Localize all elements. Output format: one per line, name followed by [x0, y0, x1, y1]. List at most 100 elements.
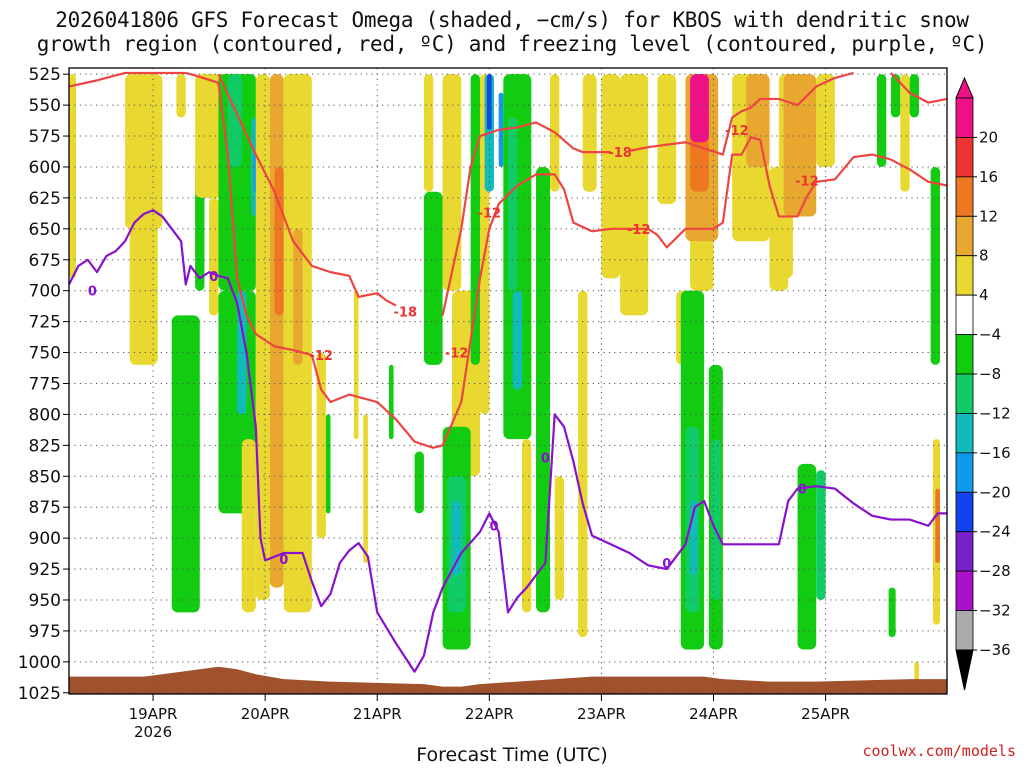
omega-cell	[536, 166, 551, 613]
plot-frame	[68, 67, 948, 695]
x-tick-label: 19APR	[129, 705, 178, 723]
x-tick-label: 22APR	[465, 705, 514, 723]
colorbar-label: 4	[979, 286, 989, 304]
omega-cell	[690, 74, 709, 143]
omega-shading-layer	[69, 74, 940, 687]
omega-cell	[171, 315, 200, 613]
colorbar-bin	[955, 610, 974, 651]
y-tick-label: 850	[29, 467, 61, 487]
colorbar-bin	[955, 294, 974, 335]
colorbar: 20 16 12 8 4 −4 −8 −12 −16 −20 −24 −28 −32 −36	[955, 76, 1011, 691]
omega-cell	[388, 364, 394, 440]
colorbar-label: 20	[979, 128, 998, 146]
omega-cell	[890, 74, 901, 118]
chart-title-line-1: 2026041806 GFS Forecast Omega (shaded, −…	[55, 8, 969, 32]
freezing-level-contour	[69, 209, 947, 673]
omega-cell	[325, 414, 331, 514]
colorbar-bin	[955, 176, 974, 217]
omega-cell	[900, 74, 910, 192]
x-axis-label: Forecast Time (UTC)	[416, 744, 608, 766]
snow-region-contour-label: -12	[309, 349, 333, 364]
snow-region-contour-label: -12	[725, 124, 749, 139]
omega-cell	[363, 414, 368, 563]
colorbar-bin	[955, 215, 974, 257]
y-tick-label: 575	[29, 127, 61, 147]
colorbar-bottom-arrow	[955, 649, 974, 691]
freezing-level-contour-label: 0	[798, 483, 807, 498]
omega-cell	[935, 488, 940, 563]
freezing-level-contour-label: 0	[489, 520, 498, 535]
y-tick-label: 600	[29, 158, 61, 178]
omega-cell	[746, 74, 770, 167]
omega-cell	[711, 439, 721, 600]
omega-cell	[227, 74, 242, 167]
colorbar-label: −12	[979, 404, 1011, 422]
y-tick-label: 750	[29, 344, 61, 364]
colorbar-label: 16	[979, 168, 998, 186]
colorbar-label: −24	[979, 523, 1011, 541]
y-tick-label: 725	[29, 313, 61, 333]
freezing-level-contour-label: 0	[279, 553, 288, 568]
colorbar-bin	[955, 570, 974, 611]
contour-layer	[69, 71, 947, 673]
credit-text: coolwx.com/models	[862, 742, 1016, 760]
omega-cell	[876, 74, 887, 167]
x-tick-label: 21APR	[353, 705, 402, 723]
y-tick-label: 800	[29, 405, 61, 425]
omega-cell	[601, 74, 621, 279]
colorbar-label: −8	[979, 365, 1001, 383]
colorbar-bin	[955, 137, 974, 178]
omega-cell	[274, 166, 284, 316]
y-tick-label: 925	[29, 560, 61, 580]
omega-cell	[414, 451, 424, 514]
x-tick-label: 25APR	[801, 705, 850, 723]
freezing-level-contour-label: 0	[209, 270, 218, 285]
snow-region-contour-label: -12	[795, 175, 819, 190]
chart-title-line-2: growth region (contoured, red, ºC) and f…	[36, 32, 988, 56]
omega-cell	[816, 74, 835, 167]
snow-region-contour-label: -12	[478, 207, 502, 222]
colorbar-label: −36	[979, 641, 1011, 659]
omega-cell	[209, 197, 219, 316]
ground-layer	[69, 666, 947, 694]
omega-cell	[423, 191, 443, 365]
omega-cell	[293, 228, 303, 365]
grid-layer	[69, 68, 947, 694]
y-tick-label: 1000	[18, 653, 61, 673]
y-tick-label: 825	[29, 436, 61, 456]
colorbar-bin	[955, 413, 974, 454]
snow-region-minus12-contour	[69, 71, 947, 449]
omega-cell	[353, 290, 359, 440]
y-tick-label: 950	[29, 591, 61, 611]
omega-cell	[930, 166, 940, 365]
omega-cell	[255, 74, 270, 600]
x-tick-label: 24APR	[689, 705, 738, 723]
colorbar-bin	[955, 373, 974, 414]
x-tick-label: 20APR	[241, 705, 290, 723]
colorbar-bin	[955, 531, 974, 572]
y-axis: 525 550 575 600 625 650 675 700 725 750 775 800 825 8…	[18, 65, 69, 704]
colorbar-top-arrow	[955, 76, 974, 99]
y-tick-label: 975	[29, 622, 61, 642]
x-tick-label: 23APR	[577, 705, 626, 723]
omega-cell	[797, 463, 817, 650]
colorbar-label: −4	[979, 326, 1001, 344]
chart-title: 2026041806 GFS Forecast Omega (shaded, −…	[0, 8, 1024, 56]
omega-cell	[783, 74, 817, 217]
y-tick-label: 625	[29, 189, 61, 209]
omega-cell	[554, 476, 565, 600]
omega-cell	[620, 74, 649, 316]
omega-cell	[176, 74, 186, 118]
x-axis: 19APR 20APR 21APR 22APR 23APR 24APR 25APR 2026	[129, 694, 850, 741]
omega-cell	[508, 117, 518, 291]
snow-region-minus18-contour	[441, 121, 611, 316]
freezing-level-contour-label: 0	[662, 557, 671, 572]
snow-region-contour-label: -18	[608, 146, 632, 161]
y-tick-label: 700	[29, 282, 61, 302]
y-tick-label: 550	[29, 96, 61, 116]
y-tick-label: 525	[29, 65, 61, 85]
omega-cell	[486, 74, 492, 130]
colorbar-label: −16	[979, 444, 1011, 462]
snow-region-minus18-contour	[217, 73, 397, 307]
y-tick-label: 650	[29, 220, 61, 240]
